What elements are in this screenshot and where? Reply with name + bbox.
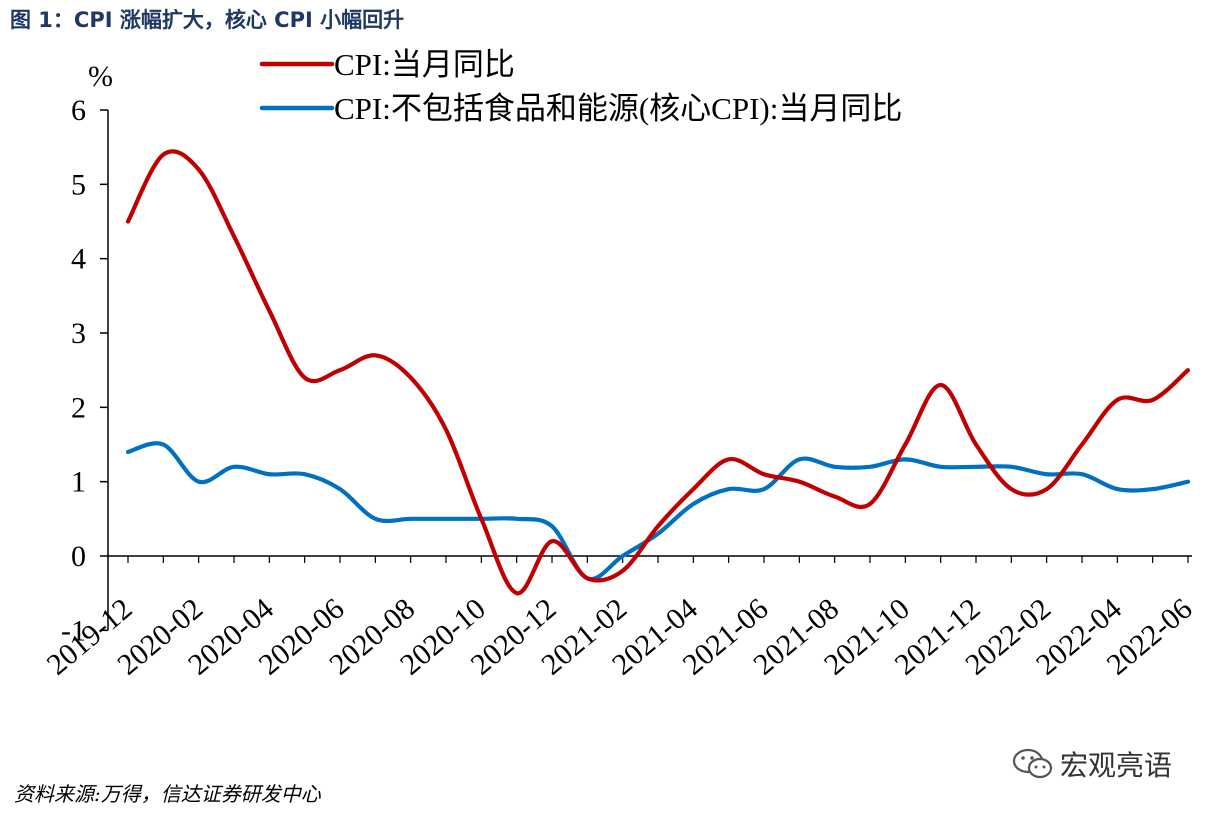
watermark: 宏观亮语: [1012, 744, 1172, 784]
cpi-series-line: [125, 149, 1191, 596]
y-tick-label: 4: [71, 243, 86, 276]
y-tick-label: 1: [71, 466, 86, 499]
y-tick-label: -1: [61, 614, 86, 647]
legend-label: CPI:不包括食品和能源(核心CPI):当月同比: [334, 91, 902, 126]
chart-axes: -101234562019-122020-022020-042020-06202…: [41, 94, 1199, 682]
source-note: 资料来源:万得，信达证券研发中心: [14, 782, 321, 806]
y-tick-label: 5: [71, 168, 86, 201]
y-tick-label: 3: [71, 317, 86, 350]
figure-title: 图 1：CPI 涨幅扩大，核心 CPI 小幅回升: [10, 8, 405, 32]
y-tick-label: 2: [71, 391, 86, 424]
legend-label: CPI:当月同比: [334, 47, 515, 82]
y-tick-label: 0: [71, 540, 86, 573]
watermark-text: 宏观亮语: [1060, 749, 1173, 782]
chart-legend: CPI:当月同比 CPI:不包括食品和能源(核心CPI):当月同比: [259, 47, 902, 126]
chart-series: [125, 149, 1191, 596]
core-cpi-series-line: [125, 441, 1191, 582]
wechat-icon: [1012, 748, 1053, 779]
y-tick-label: 6: [71, 94, 86, 127]
y-axis-unit-label: %: [88, 60, 113, 93]
